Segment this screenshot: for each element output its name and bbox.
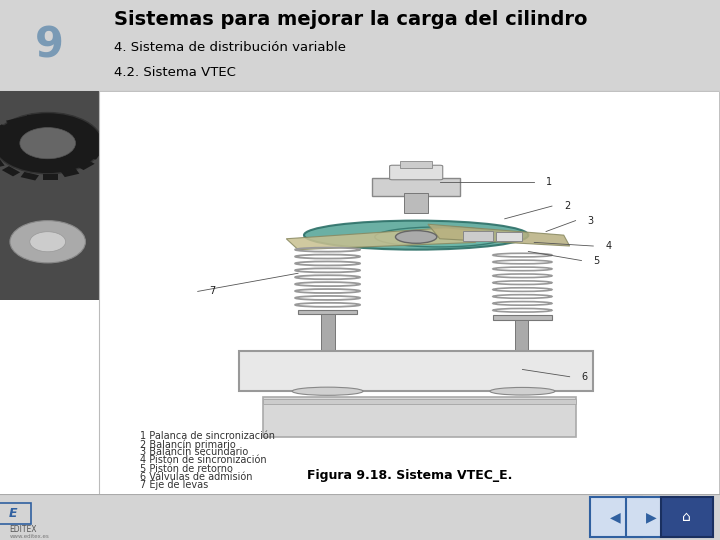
Text: 4 Pistón de sincronización: 4 Pistón de sincronización	[140, 455, 266, 465]
Circle shape	[395, 231, 437, 244]
Text: ◀: ◀	[611, 510, 621, 524]
Text: 3 Balancín secundario: 3 Balancín secundario	[140, 448, 248, 457]
Ellipse shape	[490, 387, 555, 395]
Text: Figura 9.18. Sistema VTEC_E.: Figura 9.18. Sistema VTEC_E.	[307, 469, 513, 482]
Text: 2 Balancín primario: 2 Balancín primario	[140, 439, 235, 450]
Bar	[496, 232, 523, 241]
Bar	[6, 117, 24, 126]
Bar	[0, 91, 99, 300]
FancyBboxPatch shape	[263, 397, 575, 437]
Text: www.editex.es: www.editex.es	[9, 534, 49, 539]
Circle shape	[30, 232, 66, 252]
FancyBboxPatch shape	[372, 178, 461, 196]
Bar	[464, 232, 493, 241]
Bar	[516, 320, 528, 355]
Bar	[99, 91, 719, 494]
Circle shape	[20, 127, 76, 159]
Polygon shape	[428, 224, 570, 246]
Text: 4.2. Sistema VTEC: 4.2. Sistema VTEC	[114, 66, 235, 79]
Text: Sistemas para mejorar la carga del cilindro: Sistemas para mejorar la carga del cilin…	[114, 10, 588, 30]
Text: 1 Palanca de sincronización: 1 Palanca de sincronización	[140, 431, 275, 441]
Text: 2: 2	[564, 201, 570, 211]
Bar	[405, 193, 428, 213]
FancyBboxPatch shape	[390, 165, 443, 180]
Bar	[61, 168, 79, 177]
FancyBboxPatch shape	[590, 497, 642, 537]
Bar	[0, 91, 99, 300]
FancyBboxPatch shape	[661, 497, 713, 537]
Text: EDITEX: EDITEX	[9, 525, 37, 535]
Bar	[0, 300, 99, 494]
Text: 1: 1	[546, 178, 552, 187]
Bar	[99, 91, 720, 494]
Text: ⌂: ⌂	[682, 510, 690, 524]
Bar	[46, 114, 65, 123]
Ellipse shape	[292, 387, 363, 395]
Text: 5: 5	[593, 255, 600, 266]
Ellipse shape	[375, 227, 505, 247]
Polygon shape	[287, 228, 487, 249]
Circle shape	[0, 112, 102, 174]
Bar	[42, 174, 58, 180]
Bar	[298, 310, 357, 314]
Bar	[90, 138, 100, 147]
Text: 9: 9	[35, 24, 64, 66]
Text: 7: 7	[210, 286, 216, 296]
Bar	[66, 118, 84, 129]
Text: 7 Eje de levas: 7 Eje de levas	[140, 480, 208, 490]
Ellipse shape	[304, 221, 528, 249]
Text: ▶: ▶	[646, 510, 656, 524]
Bar	[21, 172, 39, 180]
Text: 6: 6	[582, 372, 588, 382]
FancyBboxPatch shape	[400, 161, 432, 168]
Text: 4: 4	[605, 241, 611, 251]
Bar	[86, 149, 102, 160]
Text: 5 Pistón de retorno: 5 Pistón de retorno	[140, 463, 233, 474]
Text: 6 Válvulas de admisión: 6 Válvulas de admisión	[140, 471, 252, 482]
Bar	[27, 115, 42, 120]
Bar	[0, 124, 9, 134]
Text: 3: 3	[588, 215, 593, 226]
FancyBboxPatch shape	[239, 352, 593, 392]
Text: 4. Sistema de distribución variable: 4. Sistema de distribución variable	[114, 40, 346, 53]
Text: E: E	[9, 507, 17, 520]
Bar	[493, 315, 552, 320]
Bar	[263, 400, 575, 404]
Bar	[2, 166, 20, 177]
Bar	[81, 126, 96, 137]
Bar	[76, 160, 95, 170]
Bar	[320, 314, 336, 355]
Bar	[0, 158, 4, 168]
FancyBboxPatch shape	[626, 497, 678, 537]
Circle shape	[10, 221, 86, 263]
